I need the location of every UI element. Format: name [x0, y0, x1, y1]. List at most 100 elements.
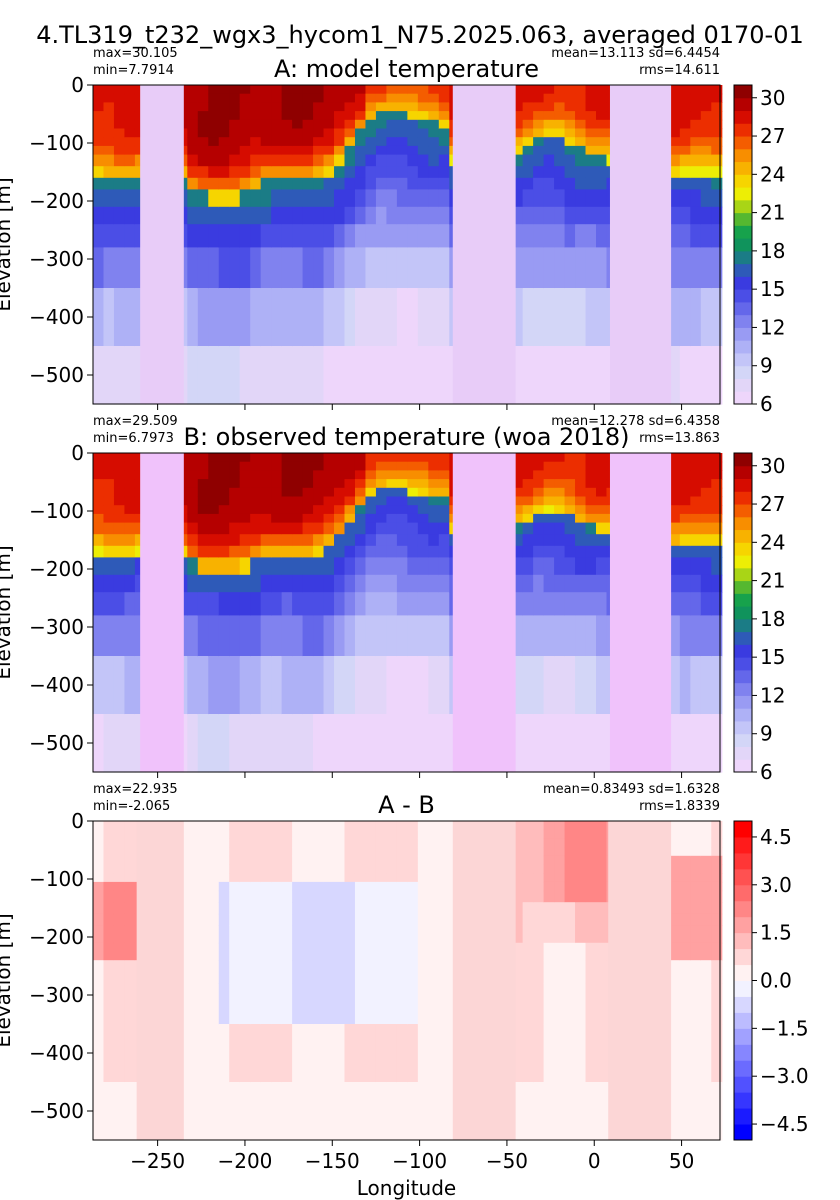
heatmap-cell [302, 557, 314, 576]
heatmap-cell [512, 461, 524, 471]
heatmap-cell [554, 714, 566, 773]
heatmap-cell [354, 913, 367, 926]
heatmap-cell [302, 470, 314, 480]
heatmap-cell [260, 545, 272, 558]
heatmap-cell [396, 913, 408, 926]
y-tick-label: −300 [29, 615, 84, 639]
heatmap-cell [354, 557, 367, 576]
heatmap-cell [93, 453, 105, 463]
heatmap-cell [354, 1024, 367, 1083]
heatmap-cell [124, 111, 136, 121]
heatmap-cell [323, 855, 335, 866]
heatmap-cell [103, 288, 115, 347]
heatmap-cell [281, 714, 293, 773]
heatmap-cell [292, 925, 304, 944]
heatmap-cell [281, 505, 293, 515]
heatmap-cell [396, 656, 408, 715]
heatmap-cell [679, 656, 691, 715]
heatmap-cell [229, 615, 241, 657]
heatmap-cell [292, 137, 304, 147]
heatmap-cell [711, 847, 723, 857]
heatmap-cell [323, 592, 335, 616]
heatmap-cell [700, 1082, 712, 1141]
heatmap-cell [197, 496, 209, 506]
heatmap-cell [690, 461, 702, 471]
heatmap-cell [428, 453, 440, 463]
heatmap-cell [323, 154, 335, 167]
heatmap-cell [417, 93, 429, 103]
heatmap-cell [365, 247, 377, 289]
heatmap-cell [323, 714, 335, 773]
heatmap-cell [208, 93, 220, 103]
heatmap-cell [543, 119, 555, 130]
heatmap-cell [554, 821, 566, 831]
heatmap-cell [554, 346, 566, 405]
heatmap-cell [564, 913, 576, 926]
heatmap-cell [690, 960, 702, 984]
heatmap-cell [124, 1024, 136, 1083]
heatmap-cell [260, 189, 272, 208]
heatmap-cell [260, 847, 272, 857]
heatmap-cell [428, 881, 440, 892]
heatmap-cell [218, 890, 230, 903]
heatmap-cell [281, 1082, 293, 1141]
heatmap-cell [334, 913, 346, 926]
heatmap-cell [700, 119, 712, 130]
heatmap-cell [187, 128, 199, 138]
heatmap-cell [218, 247, 230, 289]
heatmap-cell [187, 574, 199, 593]
heatmap-cell [103, 247, 115, 289]
heatmap-cell [344, 102, 356, 112]
heatmap-cell [344, 206, 356, 225]
heatmap-cell [229, 873, 241, 883]
heatmap-cell [669, 881, 681, 892]
heatmap-cell [292, 913, 304, 926]
heatmap-cell [250, 873, 262, 883]
heatmap-cell [711, 111, 723, 121]
heatmap-cell [187, 873, 199, 883]
heatmap-cell [344, 487, 356, 498]
heatmap-cell [543, 513, 555, 524]
heatmap-cell [250, 189, 262, 208]
heatmap-cell [344, 847, 356, 857]
heatmap-cell [679, 453, 691, 463]
heatmap-cell [334, 145, 346, 156]
heatmap-cell [239, 902, 251, 915]
heatmap-cell [564, 470, 576, 480]
heatmap-cell [271, 821, 283, 831]
heatmap-cell [365, 128, 377, 138]
heatmap-cell [323, 479, 335, 489]
heatmap-cell [197, 829, 209, 839]
heatmap-cell [365, 145, 377, 156]
heatmap-cell [302, 189, 314, 208]
heatmap-cell [344, 545, 356, 558]
colorbar-swatch [734, 695, 752, 709]
colorbar-tick-label: 18 [760, 607, 785, 631]
colorbar-swatch [734, 238, 752, 252]
heatmap-cell [407, 496, 419, 506]
heatmap-cell [428, 838, 440, 848]
heatmap-cell [386, 166, 398, 179]
heatmap-cell [679, 206, 691, 225]
heatmap-cell [575, 714, 587, 773]
heatmap-cell [533, 145, 545, 156]
heatmap-cell [124, 821, 136, 831]
heatmap-cell [302, 128, 314, 138]
heatmap-cell [113, 983, 126, 1025]
colorbar-tick-label: 6 [760, 760, 773, 784]
heatmap-cell [323, 166, 335, 179]
heatmap-cell [124, 942, 136, 961]
heatmap-cell [271, 102, 283, 112]
heatmap-cell [700, 461, 712, 471]
heatmap-cell [103, 838, 115, 848]
heatmap-cell [113, 453, 126, 463]
heatmap-cell [386, 224, 398, 248]
heatmap-cell [512, 505, 524, 515]
heatmap-cell [281, 461, 293, 471]
heatmap-cell [543, 479, 555, 489]
heatmap-cell [428, 224, 440, 248]
heatmap-cell [711, 913, 723, 926]
heatmap-cell [564, 557, 576, 576]
colorbar-swatch [734, 148, 752, 163]
heatmap-cell [113, 821, 126, 831]
